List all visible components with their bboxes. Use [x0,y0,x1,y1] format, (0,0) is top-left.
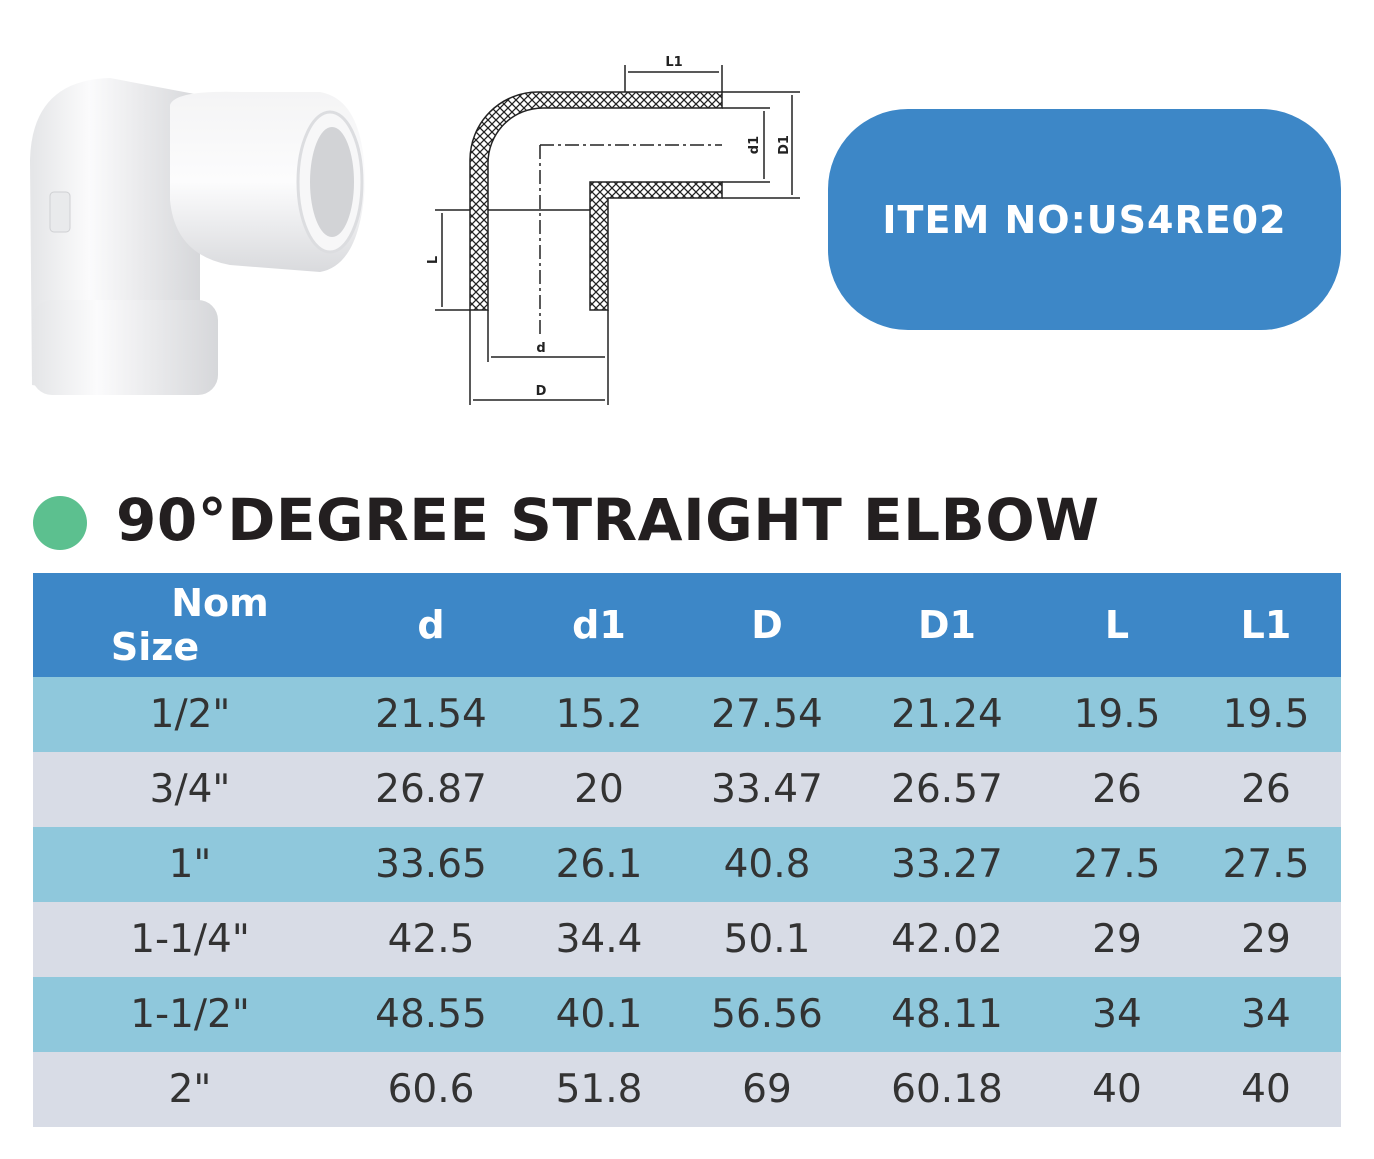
table-cell: 1" [168,842,212,887]
item-number: ITEM NO:US4RE02 [828,109,1341,330]
dim-label: D1 [777,135,792,155]
table-row: 2" 60.6 51.8 69 60.18 40 40 [33,1052,1341,1127]
header-cell: L1 [1240,603,1292,647]
bullet [33,496,87,550]
table-cell: 33.47 [711,767,823,812]
header-cell: D [751,603,783,647]
dim-label: L1 [665,55,682,70]
artwork: L1 d1 D1 L d D [30,55,800,405]
table-cell: 1-1/4" [130,917,250,962]
table-cell: 40 [1241,1067,1291,1112]
table-cell: 40.1 [555,992,643,1037]
header-text: Nom [171,581,269,625]
table-cell: 40 [1092,1067,1142,1112]
table-cell: 2" [168,1067,212,1112]
header-cell: d [417,603,445,647]
table-cell: 21.54 [375,692,487,737]
table-cell: 51.8 [555,1067,643,1112]
table-cell: 1/2" [149,692,231,737]
table-cell: 56.56 [711,992,823,1037]
table-cell: 26.57 [891,767,1003,812]
header-text: Size [110,625,200,669]
header-cell: d1 [572,603,626,647]
spec-table: Nom Size d d1 D D1 L L1 1/2" 21.54 15.2 27.54 21.24 1… [33,573,1341,1127]
table-cell: 20 [574,767,624,812]
dim-label: L [426,256,441,264]
table-row: 1-1/2" 48.55 40.1 56.56 48.11 34 34 [33,977,1341,1052]
table-cell: 19.5 [1073,692,1161,737]
dim-label: d [536,341,545,356]
table-row: 3/4" 26.87 20 33.47 26.57 26 26 [33,752,1341,827]
header-cell: D1 [918,603,976,647]
table-cell: 3/4" [149,767,231,812]
dimension-drawing [435,65,800,405]
table-cell: 29 [1092,917,1142,962]
table-cell: 26 [1241,767,1291,812]
product-photo [30,78,365,395]
table-cell: 33.27 [891,842,1003,887]
table-cell: 60.6 [387,1067,475,1112]
table-cell: 60.18 [891,1067,1003,1112]
dim-label: D [536,384,547,399]
dim-label: d1 [747,136,762,154]
header-cell: L [1104,603,1130,647]
title: 90°DEGREE STRAIGHT ELBOW [116,486,1100,554]
table-row: 1" 33.65 26.1 40.8 33.27 27.5 27.5 [33,827,1341,902]
table-cell: 42.02 [891,917,1003,962]
table-cell: 42.5 [387,917,475,962]
table-cell: 27.5 [1073,842,1161,887]
table-cell: 50.1 [723,917,811,962]
table-cell: 48.11 [891,992,1003,1037]
table-cell: 26.87 [375,767,487,812]
table-cell: 69 [742,1067,792,1112]
table-cell: 33.65 [375,842,487,887]
table-cell: 27.54 [711,692,823,737]
table-cell: 1-1/2" [130,992,250,1037]
table-cell: 34 [1241,992,1291,1037]
table-cell: 40.8 [723,842,811,887]
table-cell: 27.5 [1222,842,1310,887]
table-cell: 29 [1241,917,1291,962]
table-cell: 34.4 [555,917,643,962]
header-cell: Nom Size [33,581,347,669]
table-cell: 15.2 [555,692,643,737]
table-cell: 26.1 [555,842,643,887]
table-cell: 21.24 [891,692,1003,737]
table-row: 1-1/4" 42.5 34.4 50.1 42.02 29 29 [33,902,1341,977]
header-row: Nom Size d d1 D D1 L L1 [33,573,1341,677]
table-row: 1/2" 21.54 15.2 27.54 21.24 19.5 19.5 [33,677,1341,752]
table-cell: 26 [1092,767,1142,812]
table-cell: 34 [1092,992,1142,1037]
table-cell: 19.5 [1222,692,1310,737]
table-cell: 48.55 [375,992,487,1037]
